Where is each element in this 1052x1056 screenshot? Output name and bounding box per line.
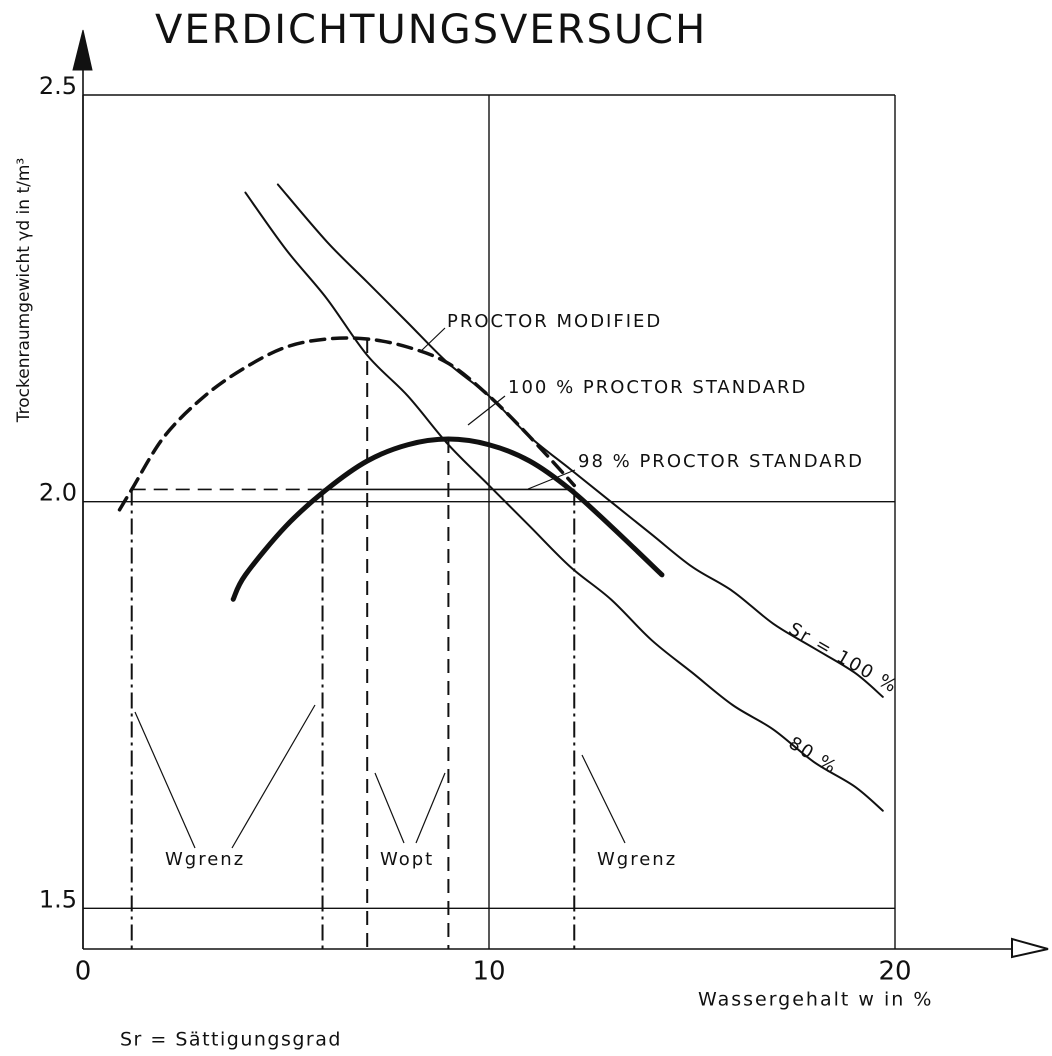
leader-line (419, 327, 446, 353)
y-tick-label: 1.5 (39, 885, 77, 913)
leader-line (527, 469, 576, 490)
x-tick-label: 0 (75, 957, 92, 987)
series-line (117, 336, 577, 512)
y-tick-label: 2.5 (39, 72, 77, 100)
x-axis-label: Wassergehalt w in % (698, 989, 933, 1011)
series-line (276, 183, 884, 698)
series-label: 100 % PROCTOR STANDARD (508, 377, 807, 398)
chart-title: VERDICHTUNGSVERSUCH (155, 7, 707, 53)
leader-line (134, 711, 196, 849)
leader-line (231, 704, 316, 849)
x-tick-label: 10 (472, 957, 505, 987)
series-label: 80 % (785, 733, 842, 779)
series-line (244, 191, 884, 812)
series-label: PROCTOR MODIFIED (447, 311, 662, 332)
x-tick-label: 20 (878, 957, 911, 987)
annotation: Wopt (380, 849, 434, 870)
leader-line (467, 395, 506, 426)
x-axis-arrow (1011, 937, 1049, 959)
leader-line (374, 772, 405, 844)
y-axis-label: Trockenraumgewicht γd in t/m³ (14, 158, 34, 423)
footnote: Sr = Sättigungsgrad (120, 1029, 342, 1051)
leader-line (415, 772, 446, 844)
leader-lines (134, 327, 626, 849)
annotation: 98 % PROCTOR STANDARD (578, 451, 864, 472)
annotation: Wgrenz (597, 849, 677, 870)
leader-line (581, 754, 626, 844)
y-axis-arrow (72, 29, 93, 71)
series-label: Sr = 100 % (785, 618, 902, 697)
annotation: Wgrenz (165, 849, 245, 870)
series-line (230, 436, 665, 602)
y-tick-label: 2.0 (39, 479, 77, 507)
